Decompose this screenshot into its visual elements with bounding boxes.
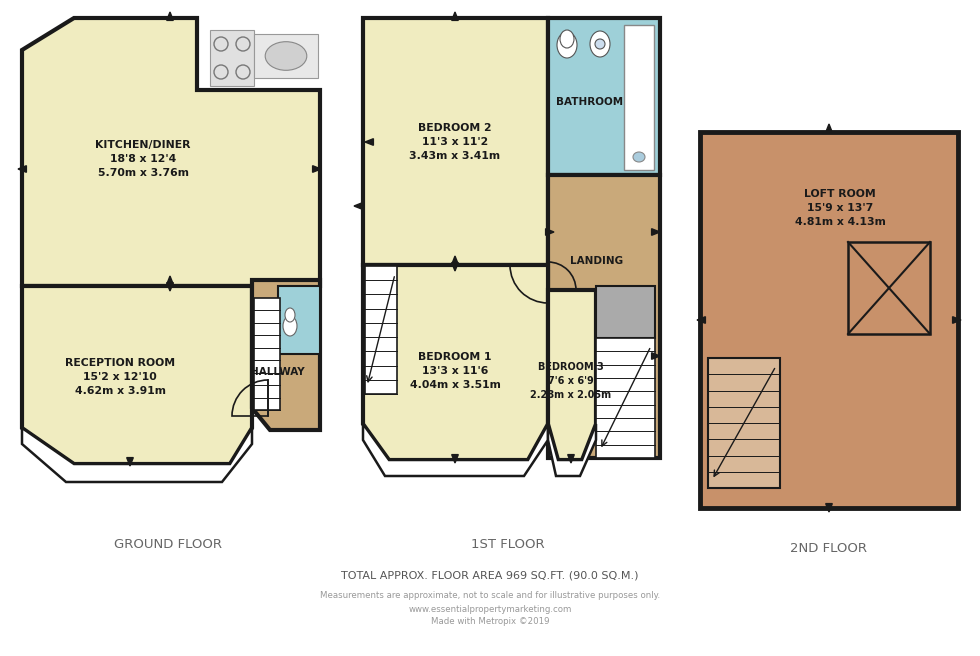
Text: BEDROOM 3
7'6 x 6'9
2.28m x 2.05m: BEDROOM 3 7'6 x 6'9 2.28m x 2.05m xyxy=(530,362,612,400)
Polygon shape xyxy=(548,424,596,476)
Polygon shape xyxy=(22,428,252,482)
Ellipse shape xyxy=(266,42,307,70)
Polygon shape xyxy=(18,166,26,173)
Polygon shape xyxy=(697,317,706,323)
Bar xyxy=(210,30,254,86)
Text: GROUND FLOOR: GROUND FLOOR xyxy=(114,537,222,550)
Polygon shape xyxy=(252,280,320,430)
Text: 2ND FLOOR: 2ND FLOOR xyxy=(790,541,866,554)
Ellipse shape xyxy=(285,308,295,322)
Polygon shape xyxy=(126,458,133,466)
Text: HALLWAY: HALLWAY xyxy=(250,367,305,377)
Polygon shape xyxy=(363,265,548,460)
Polygon shape xyxy=(567,455,574,463)
Polygon shape xyxy=(167,12,173,20)
Text: TOTAL APPROX. FLOOR AREA 969 SQ.FT. (90.0 SQ.M.): TOTAL APPROX. FLOOR AREA 969 SQ.FT. (90.… xyxy=(341,571,639,581)
Polygon shape xyxy=(167,283,173,291)
Ellipse shape xyxy=(633,152,645,162)
Bar xyxy=(365,266,397,394)
Text: LOFT ROOM
15'9 x 13'7
4.81m x 4.13m: LOFT ROOM 15'9 x 13'7 4.81m x 4.13m xyxy=(795,189,886,227)
Circle shape xyxy=(595,39,605,49)
Polygon shape xyxy=(652,229,660,236)
Bar xyxy=(548,18,660,175)
Polygon shape xyxy=(826,504,832,512)
Text: KITCHEN/DINER
18'8 x 12'4
5.70m x 3.76m: KITCHEN/DINER 18'8 x 12'4 5.70m x 3.76m xyxy=(95,140,191,178)
Ellipse shape xyxy=(560,30,574,48)
Polygon shape xyxy=(22,18,320,286)
Text: RECEPTION ROOM
15'2 x 12'10
4.62m x 3.91m: RECEPTION ROOM 15'2 x 12'10 4.62m x 3.91… xyxy=(65,358,175,396)
Ellipse shape xyxy=(590,31,610,57)
Ellipse shape xyxy=(283,316,297,336)
Polygon shape xyxy=(652,353,660,359)
Text: LANDING: LANDING xyxy=(570,256,623,266)
Bar xyxy=(254,34,318,78)
Bar xyxy=(700,132,958,508)
Polygon shape xyxy=(826,124,832,133)
Polygon shape xyxy=(363,424,548,476)
Text: Made with Metropix ©2019: Made with Metropix ©2019 xyxy=(431,617,549,626)
Text: BEDROOM 2
11'3 x 11'2
3.43m x 3.41m: BEDROOM 2 11'3 x 11'2 3.43m x 3.41m xyxy=(410,123,501,161)
Text: 1ST FLOOR: 1ST FLOOR xyxy=(471,537,545,550)
Polygon shape xyxy=(546,229,554,236)
Bar xyxy=(278,286,320,354)
Bar xyxy=(848,242,930,334)
Bar xyxy=(596,338,655,458)
Bar xyxy=(708,358,780,488)
Bar xyxy=(624,25,654,170)
Polygon shape xyxy=(365,138,373,145)
Text: Measurements are approximate, not to scale and for illustrative purposes only.: Measurements are approximate, not to sca… xyxy=(319,592,661,600)
Text: BEDROOM 1
13'3 x 11'6
4.04m x 3.51m: BEDROOM 1 13'3 x 11'6 4.04m x 3.51m xyxy=(410,352,501,390)
Text: www.essentialpropertymarketing.com: www.essentialpropertymarketing.com xyxy=(409,604,571,613)
Polygon shape xyxy=(452,262,459,271)
Bar xyxy=(363,18,548,265)
Polygon shape xyxy=(313,166,321,173)
Polygon shape xyxy=(354,203,363,209)
Polygon shape xyxy=(452,12,459,20)
Bar xyxy=(596,286,655,338)
Bar xyxy=(254,298,280,410)
Polygon shape xyxy=(953,317,961,323)
Polygon shape xyxy=(167,276,173,285)
Text: BATHROOM: BATHROOM xyxy=(557,97,623,107)
Polygon shape xyxy=(548,175,660,458)
Ellipse shape xyxy=(557,32,577,58)
Polygon shape xyxy=(22,286,252,464)
Polygon shape xyxy=(452,256,459,264)
Polygon shape xyxy=(452,455,459,463)
Polygon shape xyxy=(548,290,596,460)
